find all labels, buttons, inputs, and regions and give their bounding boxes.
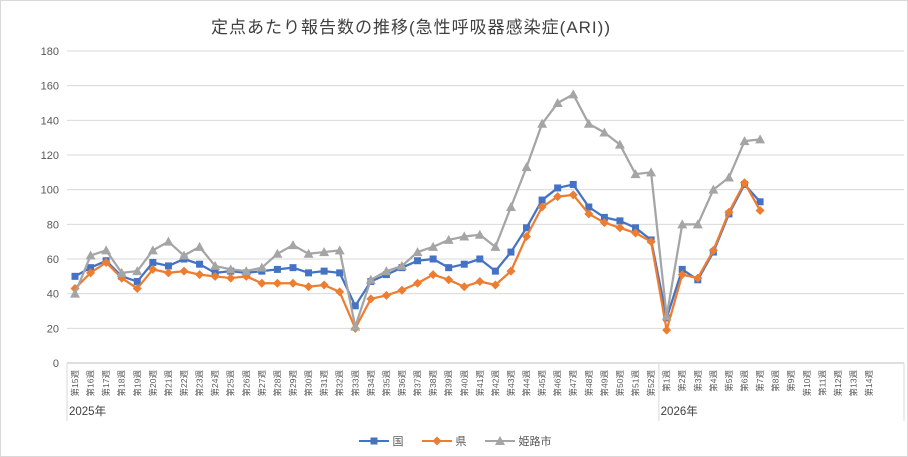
svg-text:第31週: 第31週 bbox=[319, 370, 329, 397]
svg-text:140: 140 bbox=[41, 115, 59, 127]
svg-text:第46週: 第46週 bbox=[553, 370, 563, 397]
svg-text:第40週: 第40週 bbox=[459, 370, 469, 397]
svg-text:第12週: 第12週 bbox=[833, 370, 843, 397]
legend-item-himeji: 姫路市 bbox=[484, 433, 552, 449]
svg-text:第28週: 第28週 bbox=[272, 370, 282, 397]
svg-text:第11週: 第11週 bbox=[817, 370, 827, 396]
svg-text:第50週: 第50週 bbox=[615, 370, 625, 397]
svg-text:第20週: 第20週 bbox=[148, 370, 158, 397]
svg-text:第44週: 第44週 bbox=[522, 370, 532, 397]
svg-text:第10週: 第10週 bbox=[802, 370, 812, 397]
svg-text:第15週: 第15週 bbox=[70, 370, 80, 397]
svg-text:第6週: 第6週 bbox=[740, 370, 750, 392]
gridlines bbox=[67, 50, 904, 364]
svg-text:第27週: 第27週 bbox=[257, 370, 267, 397]
svg-text:第5週: 第5週 bbox=[724, 370, 734, 392]
svg-text:第42週: 第42週 bbox=[490, 370, 500, 397]
svg-text:20: 20 bbox=[47, 323, 59, 335]
legend-label-kuni: 国 bbox=[392, 436, 404, 448]
svg-text:第43週: 第43週 bbox=[506, 370, 516, 397]
axis-group-separators bbox=[66, 363, 905, 421]
svg-text:第3週: 第3週 bbox=[693, 370, 703, 392]
svg-text:60: 60 bbox=[47, 254, 59, 266]
svg-text:第36週: 第36週 bbox=[397, 370, 407, 397]
legend-marker-triangle-icon bbox=[484, 436, 515, 445]
svg-text:2026年: 2026年 bbox=[661, 404, 698, 418]
svg-text:第48週: 第48週 bbox=[584, 370, 594, 397]
legend-label-himeji: 姫路市 bbox=[518, 436, 552, 448]
svg-text:第19週: 第19週 bbox=[132, 370, 142, 397]
svg-text:第33週: 第33週 bbox=[350, 370, 360, 397]
svg-text:100: 100 bbox=[41, 185, 59, 197]
svg-text:第8週: 第8週 bbox=[771, 370, 781, 392]
svg-text:第21週: 第21週 bbox=[163, 370, 173, 397]
x-axis-labels: 第15週 第16週 第17週 第18週 第19週 第20週 第21週 第22週 第23週 第24週… bbox=[70, 370, 874, 397]
svg-text:第37週: 第37週 bbox=[413, 370, 423, 397]
svg-text:第38週: 第38週 bbox=[428, 370, 438, 397]
svg-text:第23週: 第23週 bbox=[195, 370, 205, 397]
series-姫路市 bbox=[70, 89, 766, 331]
svg-text:80: 80 bbox=[47, 219, 59, 231]
svg-text:第26週: 第26週 bbox=[241, 370, 251, 397]
legend-item-ken: 県 bbox=[421, 433, 467, 449]
svg-text:第24週: 第24週 bbox=[210, 370, 220, 397]
svg-text:第47週: 第47週 bbox=[568, 370, 578, 397]
svg-text:第14週: 第14週 bbox=[864, 370, 874, 397]
svg-text:第41週: 第41週 bbox=[475, 370, 485, 397]
legend-item-kuni: 国 bbox=[358, 433, 404, 449]
svg-text:2025年: 2025年 bbox=[69, 404, 106, 418]
svg-text:第25週: 第25週 bbox=[226, 370, 236, 397]
svg-text:第49週: 第49週 bbox=[599, 370, 609, 397]
svg-text:第34週: 第34週 bbox=[366, 370, 376, 397]
legend: 国 県 姫路市 bbox=[1, 433, 907, 449]
legend-marker-diamond-icon bbox=[421, 436, 452, 446]
svg-text:第32週: 第32週 bbox=[335, 370, 345, 397]
svg-text:第7週: 第7週 bbox=[755, 370, 765, 392]
svg-text:第39週: 第39週 bbox=[444, 370, 454, 397]
svg-text:第52週: 第52週 bbox=[646, 370, 656, 397]
svg-text:第9週: 第9週 bbox=[786, 370, 796, 392]
svg-text:第13週: 第13週 bbox=[849, 370, 859, 397]
svg-text:160: 160 bbox=[41, 81, 59, 93]
svg-text:第18週: 第18週 bbox=[117, 370, 127, 397]
chart-title: 定点あたり報告数の推移(急性呼吸器感染症(ARI)) bbox=[211, 18, 611, 37]
legend-marker-square-icon bbox=[358, 437, 389, 445]
svg-text:第16週: 第16週 bbox=[86, 370, 96, 397]
y-axis-labels: 0 20 40 60 80 100 120 140 160 180 bbox=[41, 46, 59, 370]
svg-text:第4週: 第4週 bbox=[708, 370, 718, 392]
svg-text:第51週: 第51週 bbox=[631, 370, 641, 397]
svg-text:120: 120 bbox=[41, 150, 59, 162]
svg-text:第35週: 第35週 bbox=[381, 370, 391, 397]
svg-text:第29週: 第29週 bbox=[288, 370, 298, 397]
svg-text:第1週: 第1週 bbox=[662, 370, 672, 392]
svg-text:第2週: 第2週 bbox=[677, 370, 687, 392]
svg-text:180: 180 bbox=[41, 46, 59, 58]
svg-text:第30週: 第30週 bbox=[304, 370, 314, 397]
svg-text:第17週: 第17週 bbox=[101, 370, 111, 397]
svg-text:第45週: 第45週 bbox=[537, 370, 547, 397]
series-県 bbox=[70, 178, 765, 335]
legend-label-ken: 県 bbox=[455, 436, 467, 448]
year-labels: 2025年 2026年 bbox=[69, 404, 698, 418]
svg-text:0: 0 bbox=[53, 358, 59, 370]
svg-text:第22週: 第22週 bbox=[179, 370, 189, 397]
svg-text:40: 40 bbox=[47, 289, 59, 301]
